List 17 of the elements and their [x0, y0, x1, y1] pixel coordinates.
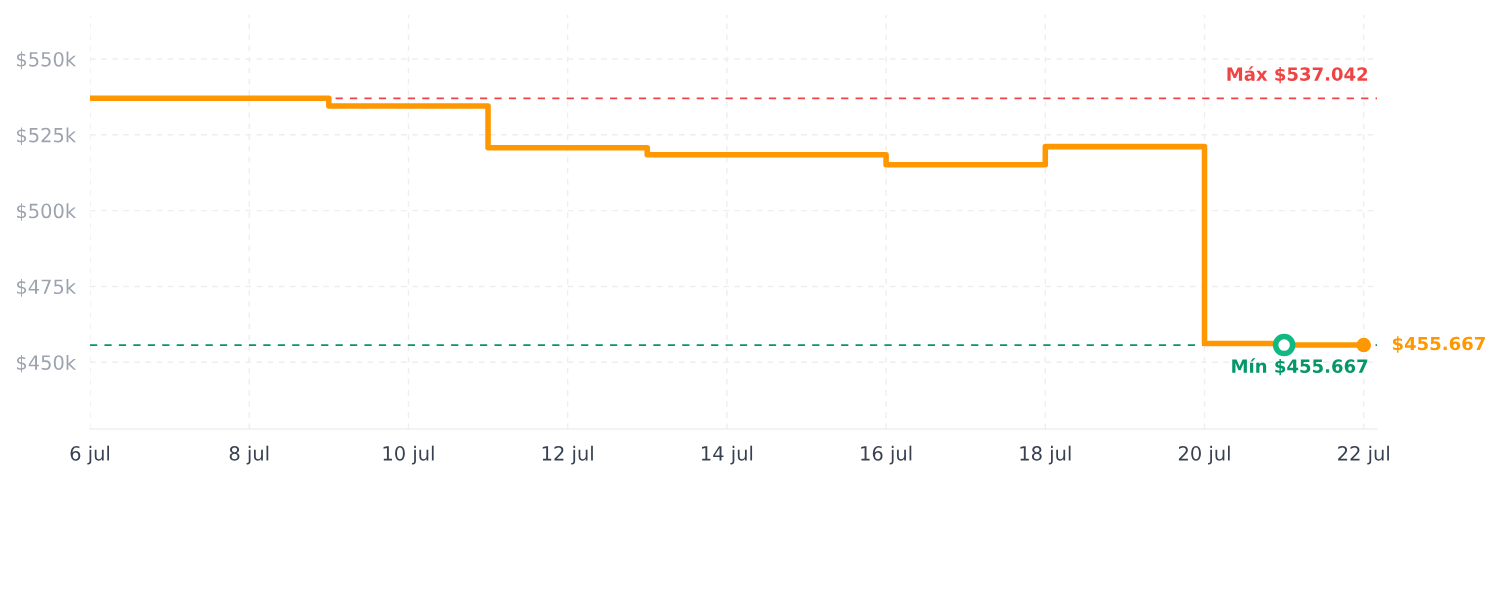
ref-line-label: Máx $537.042 [1227, 66, 1368, 84]
x-tick-label: 8 jul [229, 445, 269, 465]
y-tick-label: $525k [16, 127, 77, 146]
x-tick-label: 18 jul [1020, 445, 1071, 465]
x-tick-label: 10 jul [383, 445, 434, 465]
x-tick-label: 22 jul [1338, 445, 1389, 465]
x-tick-label: 20 jul [1178, 445, 1230, 465]
x-tick-label: 16 jul [861, 445, 912, 465]
data-label: $455.667 [1392, 336, 1485, 353]
y-tick-label: $450k [16, 354, 77, 373]
x-tick-label: 14 jul [701, 445, 753, 465]
y-tick-label: $550k [16, 51, 77, 70]
y-tick-label: $500k [16, 203, 77, 221]
ref-line-label: Mín $455.667 [1232, 358, 1368, 376]
x-tick-label: 12 jul [542, 445, 593, 465]
x-tick-label: 6 jul [70, 445, 110, 465]
y-tick-label: $475k [16, 279, 77, 297]
